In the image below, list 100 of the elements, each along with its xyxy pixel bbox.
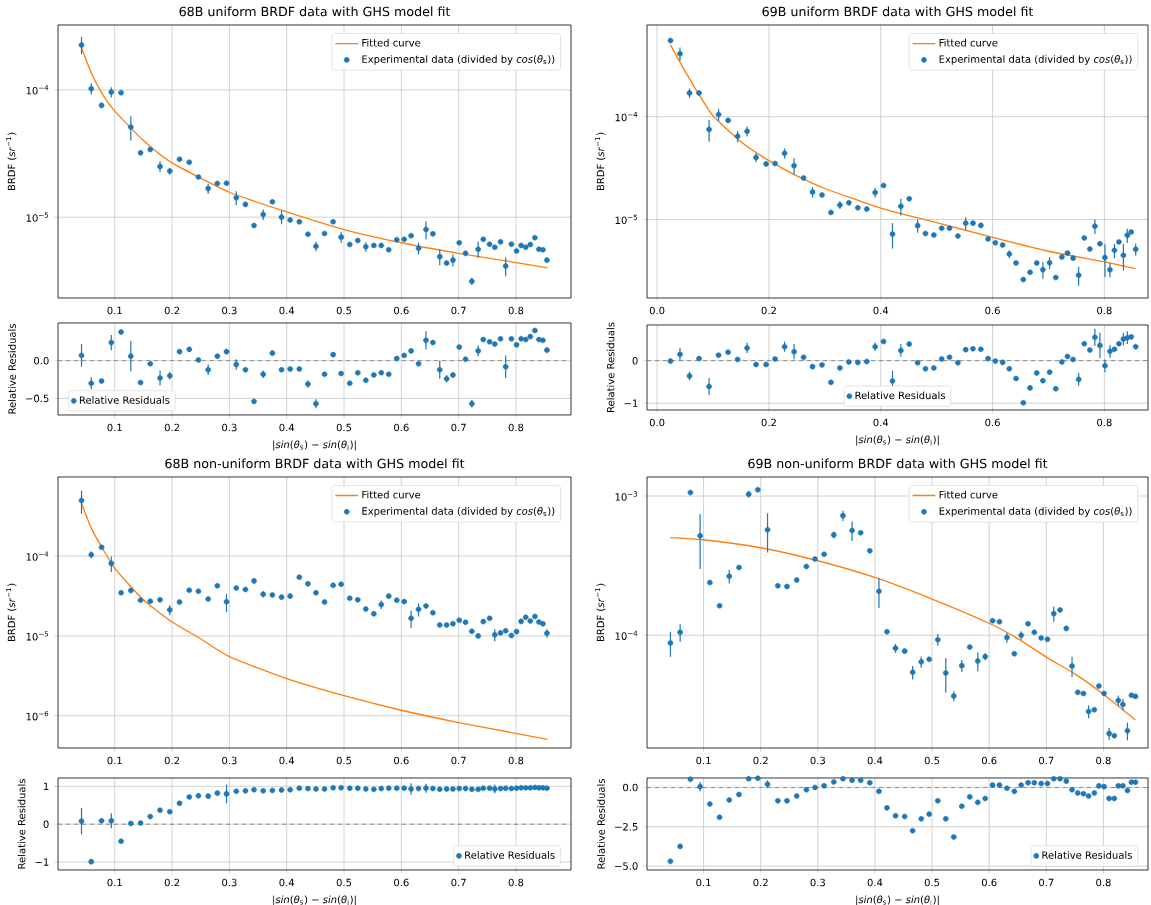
x-tick-label: 0.5 (336, 423, 352, 432)
x-tick-label: 0.4 (867, 756, 883, 765)
x-tick-label: 0.8 (508, 878, 524, 887)
text: |sin(θ$_{s}$) − sin(θ$_{i}$)| (856, 435, 939, 446)
x-tick-label: 0.1 (107, 756, 122, 765)
x-tick-label: 0.1 (107, 423, 122, 432)
legend-label: Relative Residuals (1042, 851, 1132, 859)
chart-title: 68B non-uniform BRDF data with GHS model fit (165, 458, 465, 469)
y-axis-title: BRDF (sr$^{−1}$) (594, 132, 606, 191)
x-tick-label: 0.2 (164, 756, 180, 765)
x-tick-label: 0.3 (810, 878, 825, 887)
x-tick-label: 0.4 (279, 878, 295, 887)
x-tick-label: 0.3 (222, 306, 237, 315)
legend-label: Fitted curve (939, 38, 998, 47)
y-axis-title: Relative Residuals (597, 778, 605, 869)
x-tick-label: 0.7 (451, 306, 466, 315)
x-tick-label: 0.6 (394, 423, 409, 432)
x-tick-label: 0.8 (508, 423, 524, 432)
y-axis-title: BRDF (sr$^{−1}$) (5, 132, 17, 191)
x-tick-label: 0.3 (810, 756, 825, 765)
x-tick-label: 0.8 (1096, 878, 1111, 887)
legend-label: Relative Residuals (79, 396, 170, 404)
x-tick-label: 0.2 (164, 878, 180, 887)
x-tick-label: 0.6 (985, 306, 1000, 315)
y-tick-label: −1 (624, 399, 638, 407)
x-tick-label: 0.4 (873, 306, 889, 315)
y-axis-title: Relative Residuals (8, 323, 16, 414)
y-axis-title: BRDF (sr$^{−1}$) (5, 583, 17, 642)
y-tick-label: 10$^{−6}$ (26, 711, 49, 721)
legend-label: Fitted curve (362, 490, 421, 499)
x-tick-label: 0.2 (164, 423, 180, 432)
y-tick-label: 10$^{−5}$ (615, 214, 638, 225)
x-tick-label: 0.2 (761, 418, 776, 427)
y-tick-label: 10$^{−5}$ (26, 631, 49, 641)
x-tick-label: 0.1 (107, 878, 122, 887)
text: |sin(θ$_{s}$) − sin(θ$_{i}$)| (856, 895, 939, 905)
y-tick-label: 10$^{−4}$ (615, 112, 638, 122)
x-tick-label: 0.4 (279, 423, 295, 432)
y-axis-title: Relative Residuals (606, 322, 615, 412)
x-tick-label: 0.8 (1096, 756, 1111, 765)
y-tick-label: 0.0 (623, 783, 638, 792)
y-tick-label: 10$^{−4}$ (26, 551, 49, 561)
text: |sin(θ$_{s}$) − sin(θ$_{i}$)| (273, 440, 356, 451)
x-tick-label: 0.7 (1039, 878, 1054, 887)
y-tick-label: −0.5 (26, 394, 49, 403)
x-tick-label: 0.2 (761, 306, 776, 315)
y-axis-title: BRDF (sr$^{−1}$) (594, 583, 606, 642)
y-tick-label: 0.0 (34, 356, 49, 365)
x-tick-label: 0.6 (981, 756, 997, 765)
x-tick-label: 0.8 (1097, 418, 1112, 427)
text: |sin(θ$_{s}$) − sin(θ$_{i}$)| (273, 895, 356, 905)
x-tick-label: 0.6 (985, 418, 1000, 427)
y-axis-title: Relative Residuals (17, 778, 26, 869)
x-tick-label: 0.2 (753, 756, 768, 765)
x-tick-label: 0.4 (279, 756, 295, 765)
x-tick-label: 0.5 (924, 756, 940, 765)
y-tick-label: 1 (44, 782, 49, 790)
x-tick-label: 0.8 (508, 306, 524, 315)
y-tick-label: 0 (43, 820, 49, 828)
y-tick-label: 10$^{−4}$ (26, 85, 49, 95)
x-tick-label: 0.7 (1039, 756, 1054, 765)
chart-title: 69B uniform BRDF data with GHS model fit (762, 6, 1034, 17)
x-tick-label: 0.3 (222, 756, 237, 765)
legend-label: Fitted curve (362, 38, 421, 47)
x-tick-label: 0.0 (649, 418, 665, 427)
x-tick-label: 0.1 (696, 878, 711, 887)
x-tick-label: 0.2 (753, 878, 768, 887)
legend-label: Experimental data (divided by cos(θ$_{s}$)) (939, 506, 1132, 517)
y-tick-label: 10$^{−5}$ (26, 212, 49, 222)
x-tick-label: 0.6 (394, 756, 409, 765)
x-tick-label: 0.3 (222, 878, 237, 887)
x-tick-label: 0.5 (336, 756, 352, 765)
legend-label: Fitted curve (939, 490, 998, 499)
x-tick-label: 0.8 (1097, 306, 1112, 315)
x-tick-label: 0.7 (451, 756, 466, 765)
x-tick-label: 0.0 (649, 306, 665, 315)
x-tick-label: 0.5 (924, 878, 940, 887)
x-tick-label: 0.1 (107, 306, 122, 315)
x-tick-label: 0.4 (873, 418, 889, 427)
x-tick-label: 0.7 (451, 878, 466, 887)
x-tick-label: 0.7 (451, 423, 466, 432)
x-tick-label: 0.1 (696, 756, 711, 765)
legend-label: Experimental data (divided by cos(θ$_{s}$)) (362, 55, 555, 65)
x-tick-label: 0.4 (867, 878, 883, 887)
x-tick-label: 0.6 (981, 878, 997, 887)
chart-title: 69B non-uniform BRDF data with GHS model fit (748, 458, 1048, 469)
legend-label: Experimental data (divided by cos(θ$_{s}$)) (939, 55, 1132, 65)
chart-title: 68B uniform BRDF data with GHS model fit (179, 6, 451, 17)
x-tick-label: 0.4 (279, 306, 295, 315)
legend-label: Experimental data (divided by cos(θ$_{s}$)) (362, 506, 555, 517)
y-tick-label: 10$^{−4}$ (615, 630, 638, 640)
x-tick-label: 0.5 (336, 878, 352, 887)
x-tick-label: 0.5 (336, 306, 352, 315)
y-tick-label: −2.5 (615, 822, 638, 831)
y-tick-label: −1 (35, 858, 49, 866)
legend-label: Relative Residuals (465, 851, 555, 859)
y-tick-label: 10$^{−3}$ (615, 491, 638, 501)
y-tick-label: −5.0 (615, 862, 638, 870)
x-tick-label: 0.8 (508, 756, 524, 765)
x-tick-label: 0.3 (222, 423, 237, 432)
